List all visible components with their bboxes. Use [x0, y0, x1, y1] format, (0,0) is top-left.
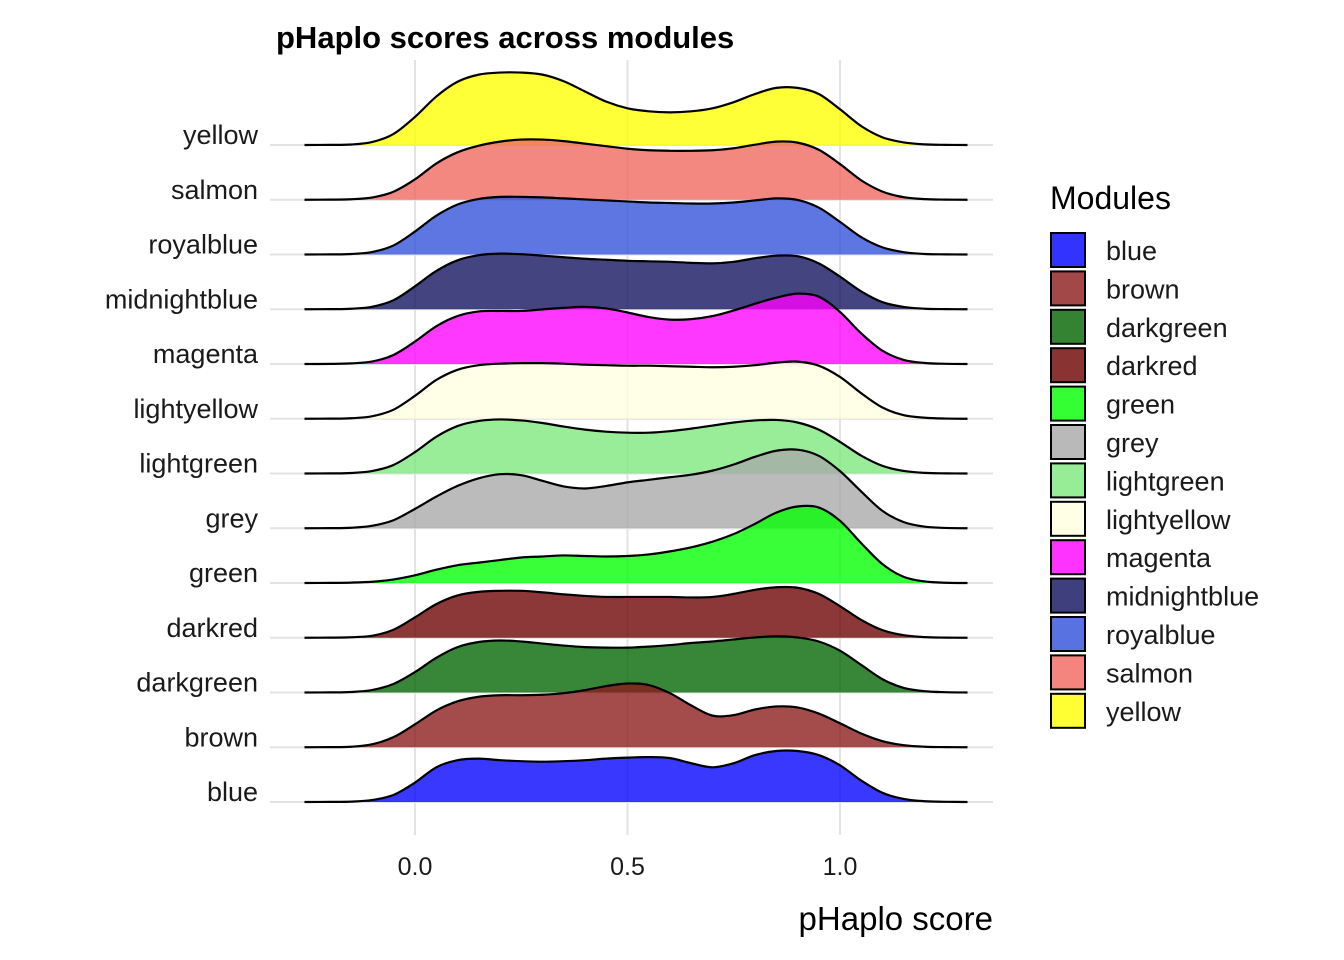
category-label-lightyellow: lightyellow — [133, 394, 258, 424]
legend: Modules blue brown darkgreen darkred green gr… — [1050, 180, 1259, 729]
legend-label-yellow: yellow — [1106, 697, 1182, 727]
legend-item-royalblue: royalblue — [1050, 616, 1216, 652]
legend-label-brown: brown — [1106, 274, 1180, 304]
ridge-line-darkred — [304, 585, 968, 639]
ridge-fill-darkred — [304, 586, 968, 638]
ridge-magenta — [304, 292, 968, 366]
ridge-darkgreen — [304, 635, 968, 694]
legend-item-yellow: yellow — [1050, 692, 1182, 729]
category-label-grey: grey — [205, 503, 258, 533]
category-label-brown: brown — [184, 722, 258, 752]
legend-item-darkgreen: darkgreen — [1050, 308, 1228, 345]
ridge-line-midnightblue — [304, 252, 968, 311]
category-label-royalblue: royalblue — [148, 230, 258, 260]
legend-label-blue: blue — [1106, 236, 1157, 266]
legend-swatch-midnightblue — [1050, 577, 1086, 614]
x-axis: 0.0 0.5 1.0 — [398, 853, 858, 881]
legend-swatch-yellow — [1050, 692, 1086, 729]
category-label-blue: blue — [207, 777, 258, 807]
category-labels: blue brown darkgreen darkred green grey lightg… — [105, 120, 259, 807]
x-axis-title: pHaplo score — [799, 900, 993, 937]
legend-swatch-lightyellow — [1050, 500, 1086, 537]
ridge-fill-lightyellow — [304, 361, 968, 419]
legend-item-magenta: magenta — [1050, 539, 1212, 576]
ridge-fill-lightgreen — [304, 419, 968, 474]
category-label-lightgreen: lightgreen — [139, 449, 258, 479]
legend-swatch-grey — [1050, 424, 1086, 460]
legend-label-midnightblue: midnightblue — [1106, 582, 1259, 612]
ridge-line-salmon — [304, 138, 968, 201]
ridge-fill-salmon — [304, 139, 968, 200]
legend-label-grey: grey — [1106, 428, 1159, 458]
legend-item-blue: blue — [1050, 232, 1157, 268]
legend-label-lightyellow: lightyellow — [1106, 505, 1231, 535]
ridge-fill-darkgreen — [304, 636, 968, 693]
ridge-lightgreen — [304, 418, 968, 475]
category-label-magenta: magenta — [153, 339, 259, 369]
x-tick-label-2: 1.0 — [823, 853, 858, 881]
legend-title: Modules — [1050, 180, 1171, 216]
legend-swatch-lightgreen — [1050, 462, 1086, 499]
ridge-line-grey — [304, 448, 968, 530]
legend-item-green: green — [1050, 385, 1175, 422]
legend-label-magenta: magenta — [1106, 543, 1212, 573]
ridges-layer — [304, 71, 968, 804]
ridge-midnightblue — [304, 252, 968, 311]
legend-label-darkred: darkred — [1106, 351, 1198, 381]
legend-item-darkred: darkred — [1050, 347, 1198, 384]
legend-swatch-royalblue — [1050, 616, 1086, 652]
legend-label-lightgreen: lightgreen — [1106, 466, 1225, 496]
ridge-line-darkgreen — [304, 635, 968, 694]
category-label-darkgreen: darkgreen — [136, 668, 258, 698]
legend-swatch-blue — [1050, 232, 1086, 268]
category-label-yellow: yellow — [183, 120, 259, 150]
legend-items: blue brown darkgreen darkred green grey lightg… — [1050, 232, 1259, 729]
legend-item-lightyellow: lightyellow — [1050, 500, 1231, 537]
ridge-royalblue — [304, 195, 968, 256]
ridge-darkred — [304, 585, 968, 639]
category-label-salmon: salmon — [171, 175, 258, 205]
ridge-fill-yellow — [304, 72, 968, 145]
category-label-midnightblue: midnightblue — [105, 284, 258, 314]
legend-swatch-magenta — [1050, 539, 1086, 576]
ridge-fill-magenta — [304, 293, 968, 364]
ridge-brown — [304, 682, 968, 749]
legend-swatch-salmon — [1050, 654, 1086, 691]
category-label-green: green — [189, 558, 258, 588]
legend-swatch-green — [1050, 385, 1086, 422]
ridge-fill-blue — [304, 750, 968, 802]
legend-label-darkgreen: darkgreen — [1106, 313, 1228, 343]
ridge-salmon — [304, 138, 968, 201]
legend-label-green: green — [1106, 390, 1175, 420]
legend-label-salmon: salmon — [1106, 658, 1193, 688]
ridge-green — [304, 504, 968, 585]
ridge-blue — [304, 749, 968, 804]
ridge-line-royalblue — [304, 195, 968, 256]
legend-swatch-darkred — [1050, 347, 1086, 384]
x-tick-label-1: 0.5 — [610, 853, 645, 881]
ridge-line-blue — [304, 749, 968, 804]
ridge-lightyellow — [304, 360, 968, 420]
legend-item-lightgreen: lightgreen — [1050, 462, 1225, 499]
legend-item-grey: grey — [1050, 424, 1159, 460]
ridge-fill-royalblue — [304, 196, 968, 255]
legend-label-royalblue: royalblue — [1106, 620, 1216, 650]
category-label-darkred: darkred — [166, 613, 258, 643]
x-tick-label-0: 0.0 — [398, 853, 433, 881]
legend-item-midnightblue: midnightblue — [1050, 577, 1259, 614]
ridge-line-yellow — [304, 71, 968, 147]
legend-swatch-darkgreen — [1050, 308, 1086, 345]
ridge-yellow — [304, 71, 968, 147]
ridge-line-lightgreen — [304, 418, 968, 475]
ridge-line-lightyellow — [304, 360, 968, 420]
legend-item-salmon: salmon — [1050, 654, 1193, 691]
chart-title: pHaplo scores across modules — [276, 20, 734, 55]
ridge-line-green — [304, 504, 968, 585]
ridge-line-brown — [304, 682, 968, 749]
ridge-fill-brown — [304, 683, 968, 748]
ridge-line-magenta — [304, 292, 968, 366]
legend-swatch-brown — [1050, 270, 1086, 307]
legend-item-brown: brown — [1050, 270, 1180, 307]
